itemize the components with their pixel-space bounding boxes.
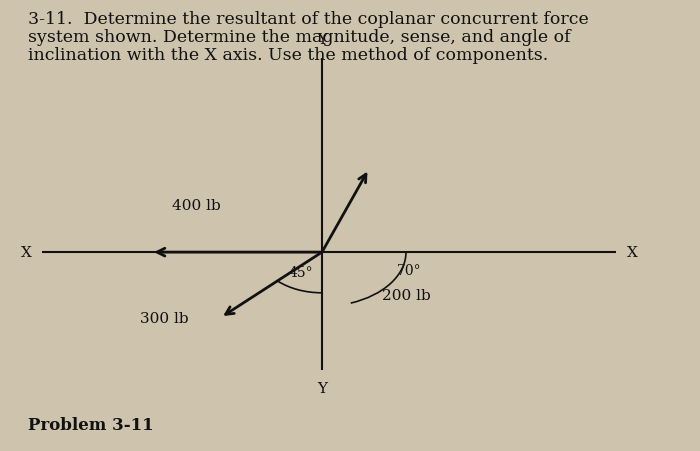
Text: Y: Y xyxy=(317,381,327,395)
Text: system shown. Determine the magnitude, sense, and angle of: system shown. Determine the magnitude, s… xyxy=(28,29,570,46)
Text: Problem 3-11: Problem 3-11 xyxy=(28,416,153,433)
Text: 400 lb: 400 lb xyxy=(172,198,220,212)
Text: X: X xyxy=(20,246,32,259)
Text: 3-11.  Determine the resultant of the coplanar concurrent force: 3-11. Determine the resultant of the cop… xyxy=(28,11,589,28)
Text: 45°: 45° xyxy=(288,266,314,280)
Text: inclination with the X axis. Use the method of components.: inclination with the X axis. Use the met… xyxy=(28,47,548,64)
Text: 300 lb: 300 lb xyxy=(140,311,189,325)
Text: Y: Y xyxy=(317,33,327,47)
Text: 70°: 70° xyxy=(397,264,422,277)
Text: X: X xyxy=(626,246,638,259)
Text: 200 lb: 200 lb xyxy=(382,289,430,302)
